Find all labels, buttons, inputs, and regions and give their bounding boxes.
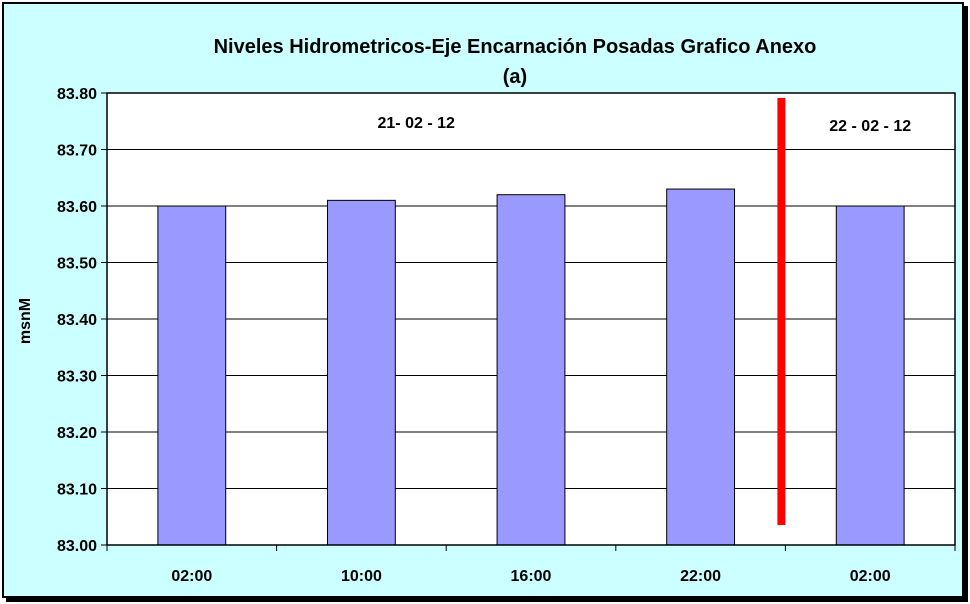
x-tick-label: 02:00 [171,568,212,585]
chart-title: Niveles Hidrometricos-Eje Encarnación Po… [214,36,817,58]
x-tick-label: 02:00 [850,568,891,585]
x-tick-label: 22:00 [680,568,721,585]
y-tick-label: 83.60 [57,199,97,216]
chart-subtitle: (a) [503,66,527,88]
bar-chart: Niveles Hidrometricos-Eje Encarnación Po… [17,36,956,585]
y-axis-label: msnM [17,298,34,344]
bar [835,205,905,546]
y-tick-label: 83.70 [57,143,97,160]
y-tick-label: 83.30 [57,369,97,386]
bar [496,194,566,546]
y-tick-label: 83.10 [57,482,97,499]
y-tick-label: 83.20 [57,425,97,442]
y-tick-label: 83.40 [57,312,97,329]
y-tick-label: 83.50 [57,256,97,273]
date-annotation-day1: 21- 02 - 12 [378,115,455,132]
y-tick-label: 83.80 [57,86,97,103]
plot-area: 83.00 83.10 83.20 83.30 83.40 83.50 83.60 83.70… [57,86,956,585]
x-tick-label: 10:00 [341,568,382,585]
plot-frame [106,92,956,546]
y-tick-label: 83.00 [57,538,97,555]
date-annotation-day2: 22 - 02 - 12 [829,118,911,135]
bar [666,188,736,546]
chart-area: Niveles Hidrometricos-Eje Encarnación Po… [2,2,964,598]
bar [157,205,227,546]
bar [326,199,396,546]
x-tick-label: 16:00 [511,568,552,585]
